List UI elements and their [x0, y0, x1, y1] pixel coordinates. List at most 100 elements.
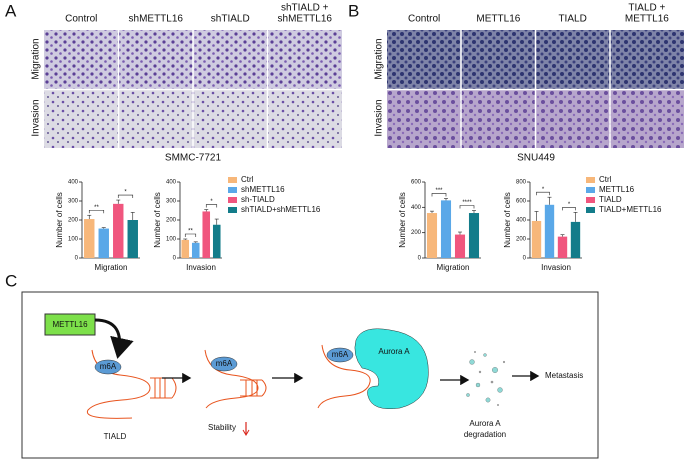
y-tick-label: 200: [411, 230, 422, 236]
cell-line: SNU449: [517, 153, 555, 164]
bar: [98, 228, 109, 258]
panel-letter: A: [5, 1, 17, 20]
panel-c: METTL16 m6A m6A m6A TIALD Stability Auro…: [21, 291, 599, 459]
legend-label: TIALD+METTL16: [599, 205, 662, 214]
bar: [127, 220, 138, 258]
node-label: m6A: [100, 362, 117, 371]
significance-label: **: [94, 205, 99, 211]
x-axis-label: Migration: [95, 263, 128, 272]
y-tick-label: 100: [166, 237, 177, 243]
y-tick-label: 0: [523, 256, 527, 262]
y-tick-label: 300: [166, 199, 177, 205]
bar: [212, 224, 221, 258]
y-tick-label: 0: [418, 256, 422, 262]
column-label: TIALD: [558, 14, 586, 25]
y-axis-label: Number of cells: [55, 192, 64, 248]
column-label: shMETTL16: [278, 14, 333, 25]
legend-swatch: [586, 207, 595, 213]
node-label: TIALD: [104, 432, 127, 441]
significance-label: *: [124, 190, 127, 196]
node-label: Metastasis: [545, 371, 583, 380]
y-tick-label: 400: [516, 218, 527, 224]
y-tick-label: 800: [516, 180, 527, 186]
y-axis-label: Number of cells: [153, 192, 162, 248]
significance-bracket: [205, 204, 218, 208]
node-label: degradation: [464, 430, 506, 439]
node-label: Aurora A: [469, 419, 501, 428]
legend-swatch: [228, 197, 237, 203]
y-tick-label: 400: [411, 205, 422, 211]
legend-label: sh-TIALD: [241, 195, 275, 204]
node-label: Aurora A: [378, 347, 410, 356]
bar: [454, 234, 466, 258]
legend-swatch: [586, 177, 595, 183]
panel-letter: C: [5, 271, 17, 290]
bar: [202, 211, 211, 258]
significance-label: *: [210, 199, 213, 205]
cell-line: SMMC-7721: [165, 153, 222, 164]
bar: [440, 200, 452, 258]
legend-label: shTIALD+shMETTL16: [241, 205, 321, 214]
legend-label: shMETTL16: [241, 185, 285, 194]
legend-swatch: [228, 187, 237, 193]
legend-label: Ctrl: [599, 175, 612, 184]
mettl16-box: [44, 313, 96, 336]
column-label: Control: [65, 14, 97, 25]
y-axis-label: Number of cells: [398, 192, 407, 248]
bar: [84, 219, 95, 258]
node-label: Stability: [208, 423, 236, 432]
bar: [544, 204, 555, 258]
bar: [531, 220, 542, 258]
legend-label: METTL16: [599, 185, 635, 194]
panel-letter: B: [348, 1, 359, 20]
node-label: m6A: [332, 350, 349, 359]
significance-bracket: [431, 193, 447, 197]
significance-bracket: [459, 205, 475, 209]
row-label: Invasion: [374, 99, 385, 136]
legend-swatch: [228, 177, 237, 183]
bar: [191, 242, 200, 258]
y-tick-label: 600: [411, 180, 422, 186]
y-tick-label: 100: [68, 237, 79, 243]
x-axis-label: Invasion: [186, 263, 216, 272]
y-tick-label: 200: [516, 237, 527, 243]
legend-swatch: [228, 207, 237, 213]
x-axis-label: Migration: [437, 263, 470, 272]
significance-bracket: [562, 207, 576, 211]
significance-bracket: [88, 209, 105, 214]
bar: [181, 239, 190, 258]
y-axis-label: Number of cells: [503, 192, 512, 248]
legend-label: Ctrl: [241, 175, 254, 184]
legend-swatch: [586, 187, 595, 193]
bar: [426, 213, 438, 258]
bar: [570, 221, 581, 258]
column-label: METTL16: [476, 14, 520, 25]
legend-swatch: [586, 197, 595, 203]
y-tick-label: 600: [516, 199, 527, 205]
column-label: shTIALD: [211, 14, 250, 25]
significance-bracket: [536, 191, 550, 196]
y-tick-label: 0: [75, 256, 79, 262]
significance-label: *: [542, 187, 545, 193]
panel-b-images: [387, 30, 684, 148]
column-label: METTL16: [625, 14, 669, 25]
significance-bracket: [184, 233, 197, 237]
x-axis-label: Invasion: [541, 263, 571, 272]
column-label: shMETTL16: [129, 14, 184, 25]
node-label: m6A: [216, 359, 233, 368]
bar: [557, 236, 568, 258]
significance-label: *: [568, 202, 571, 208]
bar: [468, 213, 480, 258]
column-label: TIALD +: [628, 3, 665, 14]
legend-label: TIALD: [599, 195, 622, 204]
column-label: shTIALD +: [281, 3, 329, 14]
bar: [113, 203, 124, 258]
y-tick-label: 400: [68, 180, 79, 186]
row-label: Migration: [374, 38, 385, 79]
node-label: METTL16: [52, 320, 88, 329]
panel-a-images: [44, 30, 342, 148]
y-tick-label: 200: [166, 218, 177, 224]
row-label: Migration: [31, 38, 42, 79]
significance-bracket: [117, 194, 134, 199]
